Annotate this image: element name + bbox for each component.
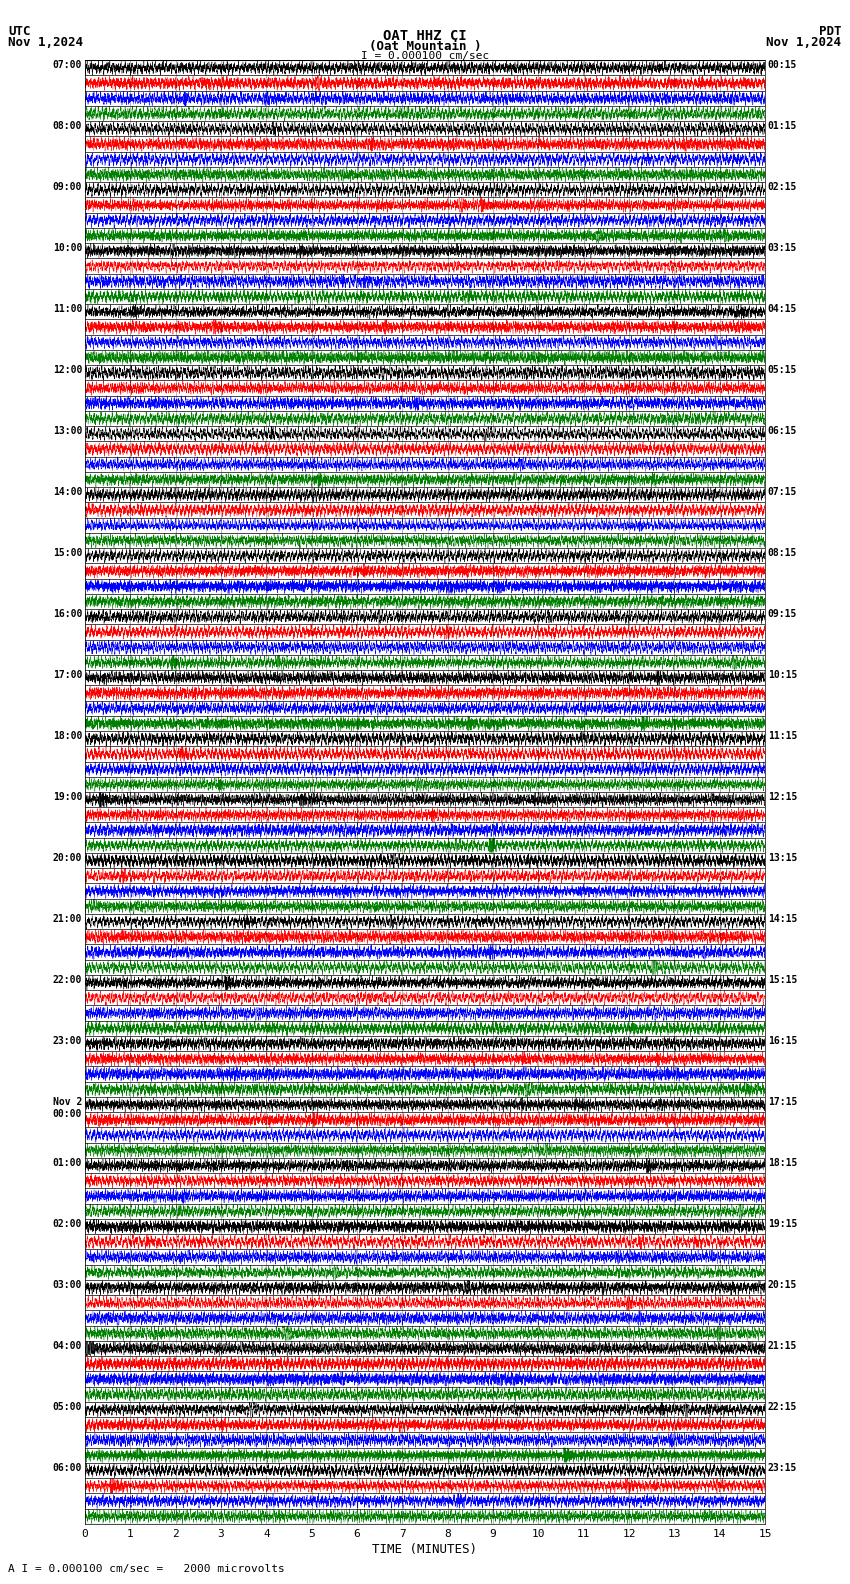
Text: I = 0.000100 cm/sec: I = 0.000100 cm/sec	[361, 51, 489, 62]
Text: A I = 0.000100 cm/sec =   2000 microvolts: A I = 0.000100 cm/sec = 2000 microvolts	[8, 1565, 286, 1574]
Text: Nov 1,2024: Nov 1,2024	[767, 36, 842, 49]
Text: UTC: UTC	[8, 25, 31, 38]
Text: OAT HHZ CI: OAT HHZ CI	[383, 29, 467, 43]
Text: (Oat Mountain ): (Oat Mountain )	[369, 40, 481, 54]
Text: PDT: PDT	[819, 25, 842, 38]
X-axis label: TIME (MINUTES): TIME (MINUTES)	[372, 1543, 478, 1555]
Text: Nov 1,2024: Nov 1,2024	[8, 36, 83, 49]
